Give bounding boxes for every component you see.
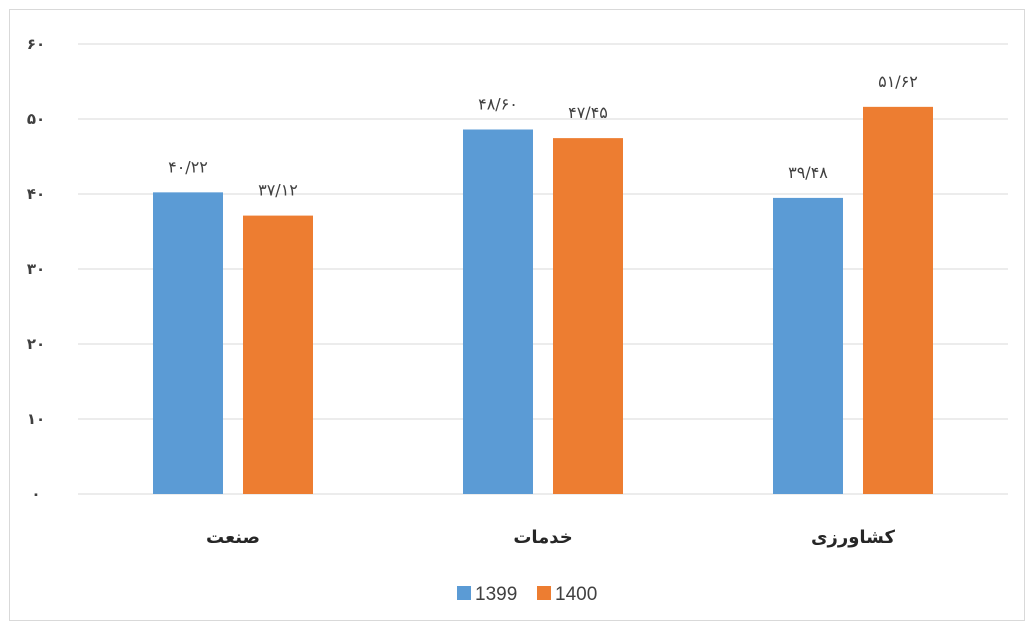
bar-1400 bbox=[863, 106, 933, 494]
legend-label: 1399 bbox=[475, 584, 517, 605]
data-label: ۴۸/۶۰ bbox=[478, 95, 518, 114]
data-label: ۳۹/۴۸ bbox=[788, 163, 828, 182]
bar-1399 bbox=[463, 129, 533, 494]
y-tick-label: ۵۰ bbox=[27, 110, 45, 128]
legend-swatch-1399 bbox=[457, 586, 471, 600]
data-label: ۳۷/۱۲ bbox=[258, 181, 298, 200]
y-tick-label: ۳۰ bbox=[27, 260, 45, 278]
bar-1399 bbox=[153, 192, 223, 494]
legend-label: 1400 bbox=[555, 584, 597, 605]
y-tick-label: ۱۰ bbox=[27, 410, 45, 428]
y-tick-label: ۲۰ bbox=[27, 335, 45, 353]
x-category-label: صنعت bbox=[206, 527, 260, 548]
bar-1400 bbox=[553, 138, 623, 494]
y-tick-label: ۴۰ bbox=[27, 185, 45, 203]
y-tick-label: ۶۰ bbox=[27, 35, 45, 53]
data-label: ۴۷/۴۵ bbox=[568, 103, 608, 122]
data-label: ۵۱/۶۲ bbox=[878, 72, 918, 91]
data-label: ۴۰/۲۲ bbox=[168, 157, 208, 176]
x-category-label: کشاورزی bbox=[811, 527, 895, 548]
bar-1400 bbox=[243, 215, 313, 494]
legend-swatch-1400 bbox=[537, 586, 551, 600]
x-category-label: خدمات bbox=[513, 527, 572, 548]
bar-1399 bbox=[773, 197, 843, 494]
y-tick-label: ۰ bbox=[31, 485, 40, 503]
